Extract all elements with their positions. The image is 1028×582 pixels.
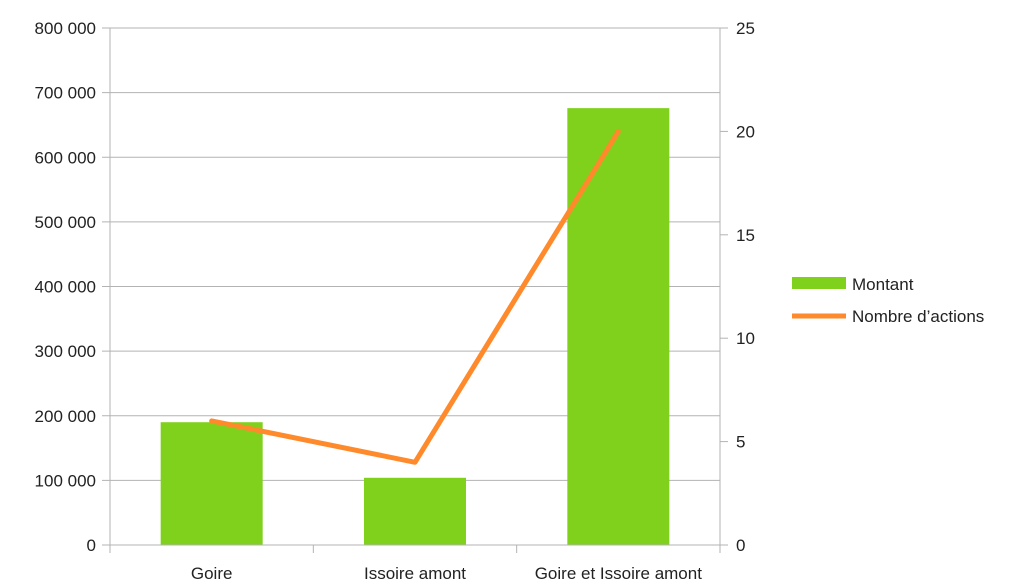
- y-left-tick-label: 800 000: [35, 19, 96, 38]
- line-point: [617, 130, 619, 132]
- y-left-tick-label: 100 000: [35, 471, 96, 490]
- y-left-tick-label: 500 000: [35, 213, 96, 232]
- y-left-tick-label: 700 000: [35, 84, 96, 103]
- bar-montant: [160, 422, 263, 545]
- bar-series-montant: [160, 108, 670, 545]
- y-right-tick-label: 5: [736, 433, 745, 452]
- x-tick-label: Goire et Issoire amont: [535, 564, 703, 582]
- y-left-tick-label: 400 000: [35, 278, 96, 297]
- bar-montant: [567, 108, 670, 545]
- legend-label-nombre-actions: Nombre d’actions: [852, 307, 984, 326]
- y-left-tick-label: 0: [87, 536, 96, 555]
- y-left-tick-label: 600 000: [35, 148, 96, 167]
- x-tick-label: Issoire amont: [364, 564, 466, 582]
- y-right-tick-label: 20: [736, 122, 755, 141]
- y-right-tick-label: 25: [736, 19, 755, 38]
- line-point: [414, 461, 416, 463]
- y-right-tick-label: 0: [736, 536, 745, 555]
- line-point: [211, 420, 213, 422]
- y-right-tick-label: 15: [736, 226, 755, 245]
- y-left-tick-label: 300 000: [35, 342, 96, 361]
- legend: Montant Nombre d’actions: [792, 275, 984, 326]
- gridlines: [110, 27, 720, 481]
- y-right-tick-label: 10: [736, 329, 755, 348]
- tick-labels: 0 100 000 200 000 300 000 400 000 500 000 600 …: [35, 19, 755, 582]
- legend-swatch-montant: [792, 277, 846, 289]
- y-left-tick-label: 200 000: [35, 407, 96, 426]
- legend-label-montant: Montant: [852, 275, 914, 294]
- line-nombre-actions: [209, 128, 621, 465]
- bar-montant: [364, 477, 466, 545]
- x-tick-label: Goire: [191, 564, 233, 582]
- line-series-nombre-actions: [209, 128, 621, 465]
